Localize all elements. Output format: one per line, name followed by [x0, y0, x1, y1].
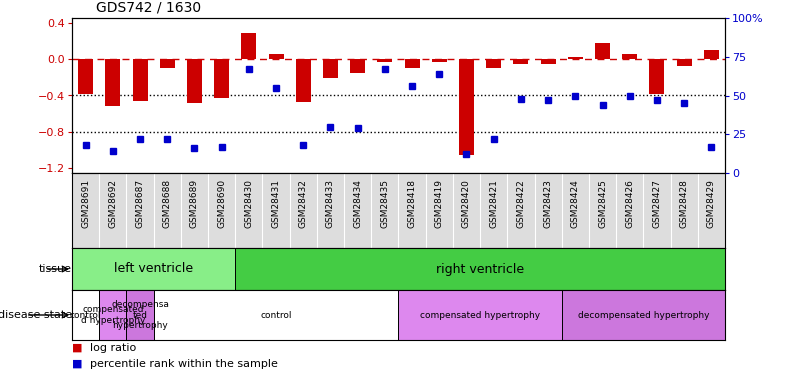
Bar: [350, 59, 365, 73]
Bar: [127, 290, 154, 340]
Text: compensated
d hypertrophy: compensated d hypertrophy: [81, 305, 145, 325]
Text: GSM28422: GSM28422: [517, 179, 525, 228]
Text: GSM28424: GSM28424: [571, 179, 580, 228]
Text: tissue: tissue: [39, 264, 72, 274]
Bar: [541, 59, 556, 64]
Bar: [432, 59, 447, 62]
Text: GSM28428: GSM28428: [679, 179, 689, 228]
Text: GSM28690: GSM28690: [217, 179, 226, 228]
Text: GSM28429: GSM28429: [706, 179, 716, 228]
Text: percentile rank within the sample: percentile rank within the sample: [90, 359, 278, 369]
Text: GSM28419: GSM28419: [435, 179, 444, 228]
Text: GSM28425: GSM28425: [598, 179, 607, 228]
Text: disease state: disease state: [0, 310, 72, 320]
Text: ■: ■: [72, 343, 83, 353]
Text: GSM28691: GSM28691: [81, 179, 91, 228]
Bar: [398, 290, 562, 340]
Bar: [268, 54, 284, 59]
Text: GSM28687: GSM28687: [135, 179, 145, 228]
Text: GSM28420: GSM28420: [462, 179, 471, 228]
Bar: [72, 248, 235, 290]
Text: compensated hypertrophy: compensated hypertrophy: [420, 310, 540, 320]
Bar: [187, 59, 202, 103]
Text: decompensa
ted
hypertrophy: decompensa ted hypertrophy: [111, 300, 169, 330]
Text: GSM28692: GSM28692: [108, 179, 118, 228]
Text: ■: ■: [72, 359, 83, 369]
Text: GSM28434: GSM28434: [353, 179, 362, 228]
Text: right ventricle: right ventricle: [436, 262, 524, 276]
Bar: [377, 59, 392, 62]
Bar: [214, 59, 229, 98]
Bar: [99, 290, 127, 340]
Bar: [154, 290, 398, 340]
Text: GSM28433: GSM28433: [326, 179, 335, 228]
Text: GSM28435: GSM28435: [380, 179, 389, 228]
Bar: [677, 59, 691, 66]
Text: GDS742 / 1630: GDS742 / 1630: [96, 0, 201, 14]
Text: left ventricle: left ventricle: [114, 262, 193, 276]
Bar: [622, 54, 637, 59]
Text: GSM28423: GSM28423: [544, 179, 553, 228]
Bar: [323, 59, 338, 78]
Bar: [296, 59, 311, 102]
Bar: [486, 59, 501, 68]
Text: GSM28427: GSM28427: [652, 179, 662, 228]
Bar: [405, 59, 420, 68]
Bar: [235, 248, 725, 290]
Text: GSM28431: GSM28431: [272, 179, 280, 228]
Bar: [650, 59, 664, 94]
Bar: [72, 290, 99, 340]
Text: GSM28430: GSM28430: [244, 179, 253, 228]
Bar: [160, 59, 175, 68]
Bar: [133, 59, 147, 101]
Text: control: control: [70, 310, 102, 320]
Text: decompensated hypertrophy: decompensated hypertrophy: [578, 310, 709, 320]
Text: GSM28418: GSM28418: [408, 179, 417, 228]
Text: GSM28432: GSM28432: [299, 179, 308, 228]
Text: GSM28689: GSM28689: [190, 179, 199, 228]
Text: GSM28688: GSM28688: [163, 179, 171, 228]
Text: log ratio: log ratio: [90, 343, 136, 353]
Bar: [78, 59, 93, 94]
Text: control: control: [260, 310, 292, 320]
Bar: [459, 59, 474, 155]
Text: GSM28421: GSM28421: [489, 179, 498, 228]
Text: GSM28426: GSM28426: [626, 179, 634, 228]
Bar: [241, 33, 256, 59]
Bar: [704, 50, 718, 59]
Bar: [513, 59, 529, 64]
Bar: [562, 290, 725, 340]
Bar: [106, 59, 120, 106]
Bar: [568, 57, 583, 59]
Bar: [595, 43, 610, 59]
